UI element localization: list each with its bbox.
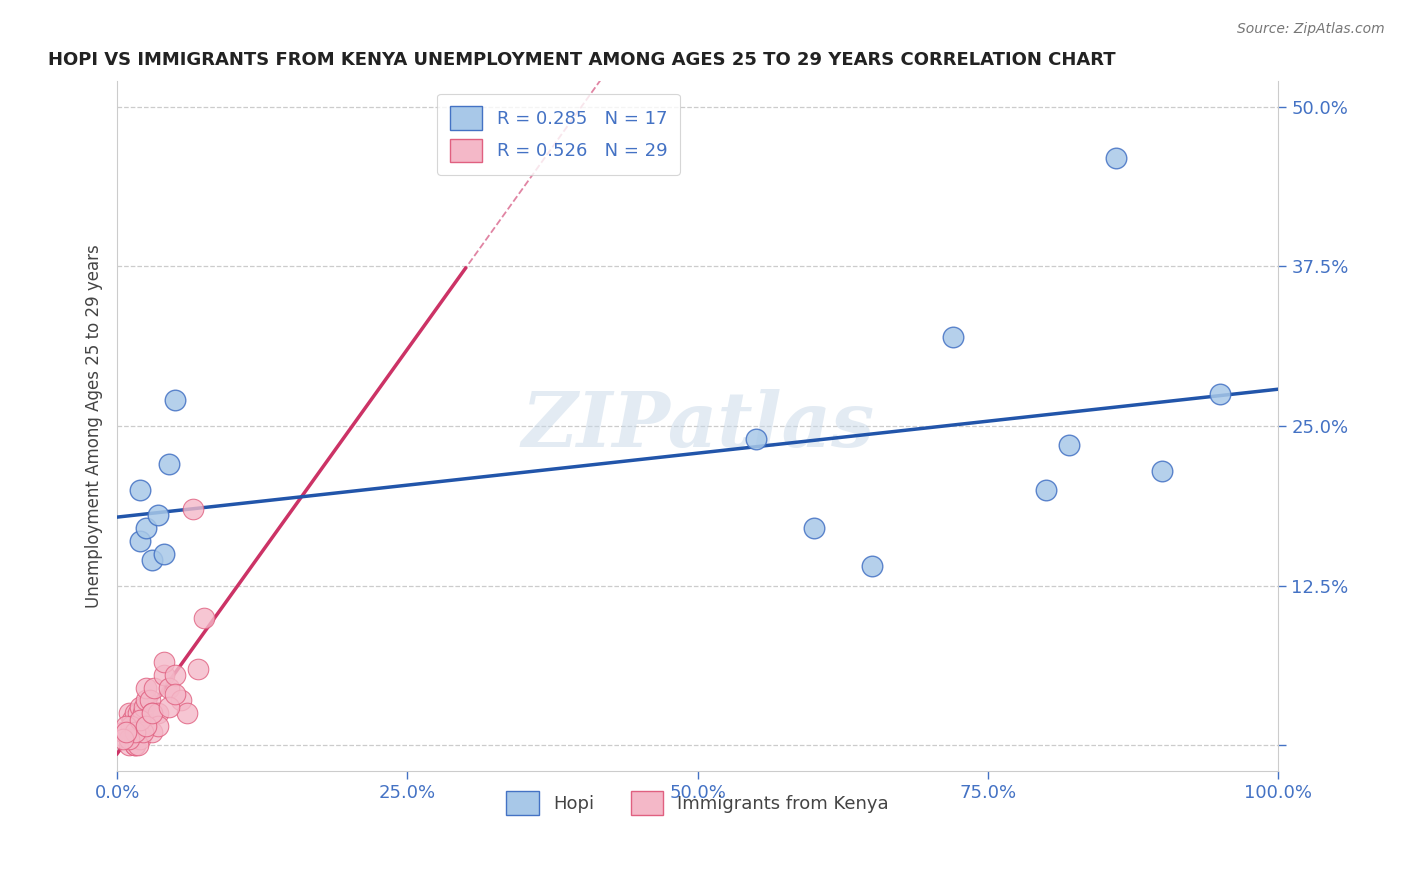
Point (170, 693, 193, 707)
Point (146, 508, 169, 523)
Point (129, 533, 152, 548)
Point (1105, 151, 1128, 165)
Point (141, 706, 163, 721)
Text: ZIPatlas: ZIPatlas (522, 389, 875, 463)
Point (135, 521, 157, 535)
Point (129, 699, 152, 714)
Point (141, 706, 163, 721)
Point (111, 725, 134, 739)
Point (135, 693, 157, 707)
Point (860, 559, 883, 574)
Text: Source: ZipAtlas.com: Source: ZipAtlas.com (1237, 22, 1385, 37)
Point (135, 719, 157, 733)
Point (152, 668, 174, 682)
Point (138, 693, 160, 707)
Point (1035, 483, 1057, 497)
Point (118, 738, 141, 752)
Y-axis label: Unemployment Among Ages 25 to 29 years: Unemployment Among Ages 25 to 29 years (86, 244, 103, 607)
Point (129, 731, 152, 746)
Point (115, 725, 138, 739)
Legend: Hopi, Immigrants from Kenya: Hopi, Immigrants from Kenya (498, 782, 898, 823)
Point (159, 681, 181, 695)
Point (111, 731, 134, 746)
Point (135, 681, 157, 695)
Point (132, 699, 155, 714)
Point (152, 547, 174, 561)
Point (181, 502, 204, 516)
Point (124, 738, 146, 752)
Point (1057, 438, 1080, 452)
Point (120, 731, 142, 746)
Point (141, 725, 163, 739)
Point (187, 662, 209, 676)
Point (129, 725, 152, 739)
Point (121, 713, 143, 727)
Point (1209, 387, 1232, 401)
Point (165, 393, 187, 408)
Point (115, 719, 138, 733)
Point (745, 432, 768, 446)
Point (129, 713, 152, 727)
Point (132, 725, 155, 739)
Point (118, 706, 141, 721)
Point (165, 668, 187, 682)
Point (124, 725, 146, 739)
Point (127, 706, 149, 721)
Point (803, 521, 825, 535)
Point (118, 731, 141, 746)
Point (127, 738, 149, 752)
Point (120, 719, 142, 733)
Point (146, 706, 169, 721)
Point (124, 706, 146, 721)
Point (141, 553, 163, 567)
Point (143, 681, 166, 695)
Point (176, 706, 198, 721)
Point (132, 706, 155, 721)
Point (942, 329, 965, 343)
Point (124, 731, 146, 746)
Point (193, 610, 215, 624)
Point (1152, 464, 1174, 478)
Point (124, 738, 146, 752)
Point (146, 719, 169, 733)
Point (152, 655, 174, 669)
Point (159, 699, 181, 714)
Point (159, 458, 181, 472)
Point (129, 483, 152, 497)
Text: HOPI VS IMMIGRANTS FROM KENYA UNEMPLOYMENT AMONG AGES 25 TO 29 YEARS CORRELATION: HOPI VS IMMIGRANTS FROM KENYA UNEMPLOYME… (48, 51, 1115, 69)
Point (165, 687, 187, 701)
